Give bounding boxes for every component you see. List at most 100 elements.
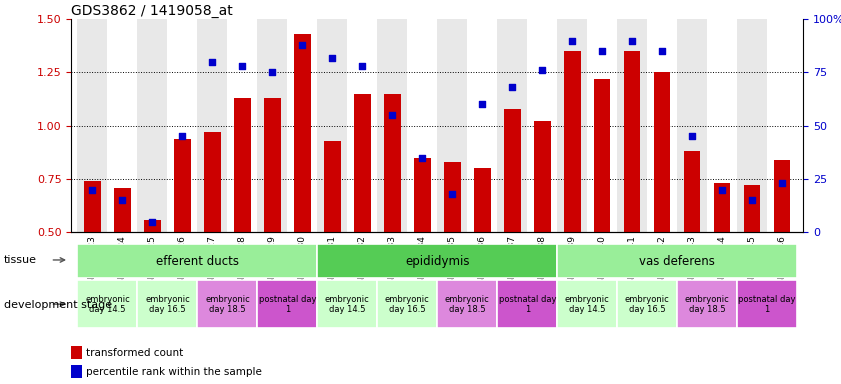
Point <box>716 187 729 193</box>
Bar <box>468 19 497 232</box>
Point <box>325 55 339 61</box>
Point <box>536 67 549 73</box>
Bar <box>707 19 738 232</box>
Bar <box>71 346 82 359</box>
Point <box>505 84 519 91</box>
Bar <box>384 94 400 232</box>
Bar <box>198 280 257 328</box>
Bar <box>738 280 797 328</box>
Text: transformed count: transformed count <box>86 348 183 358</box>
Bar <box>594 79 611 232</box>
Bar <box>558 19 587 232</box>
Point <box>595 48 609 54</box>
Bar <box>648 19 677 232</box>
Point <box>565 38 579 44</box>
Bar <box>174 139 191 232</box>
Text: postnatal day
1: postnatal day 1 <box>738 295 796 314</box>
Point <box>446 191 459 197</box>
Bar <box>767 19 797 232</box>
Bar <box>714 183 731 232</box>
Text: embryonic
day 14.5: embryonic day 14.5 <box>325 295 370 314</box>
Point <box>386 112 399 118</box>
Bar <box>378 19 407 232</box>
Text: embryonic
day 16.5: embryonic day 16.5 <box>145 295 190 314</box>
Point <box>655 48 669 54</box>
Text: efferent ducts: efferent ducts <box>156 255 239 268</box>
Text: vas deferens: vas deferens <box>639 255 715 268</box>
Point <box>266 70 279 76</box>
Bar <box>77 19 108 232</box>
Bar <box>407 19 437 232</box>
Bar <box>294 34 310 232</box>
Bar <box>257 19 288 232</box>
Bar <box>624 51 641 232</box>
Text: embryonic
day 18.5: embryonic day 18.5 <box>205 295 250 314</box>
Bar <box>84 181 101 232</box>
Bar <box>317 280 378 328</box>
Text: embryonic
day 18.5: embryonic day 18.5 <box>445 295 489 314</box>
Bar <box>204 132 220 232</box>
Bar <box>144 220 161 232</box>
Point <box>235 63 249 69</box>
Point <box>415 155 429 161</box>
Bar <box>677 280 738 328</box>
Text: embryonic
day 16.5: embryonic day 16.5 <box>385 295 430 314</box>
Bar <box>738 19 767 232</box>
Point <box>296 42 309 48</box>
Bar <box>324 141 341 232</box>
Bar <box>504 109 521 232</box>
Bar <box>137 19 167 232</box>
Point <box>116 197 130 204</box>
Bar <box>227 19 257 232</box>
Point <box>86 187 99 193</box>
Bar <box>347 19 378 232</box>
Point <box>745 197 759 204</box>
Bar <box>77 244 317 278</box>
Bar <box>108 19 137 232</box>
Bar <box>257 280 317 328</box>
Point <box>626 38 639 44</box>
Bar <box>317 244 558 278</box>
Bar <box>198 19 227 232</box>
Bar <box>288 19 317 232</box>
Text: embryonic
day 18.5: embryonic day 18.5 <box>685 295 730 314</box>
Point <box>176 133 189 139</box>
Bar <box>444 162 461 232</box>
Point <box>145 218 159 225</box>
Bar <box>564 51 580 232</box>
Text: percentile rank within the sample: percentile rank within the sample <box>86 367 262 377</box>
Bar <box>354 94 371 232</box>
Bar <box>474 169 490 232</box>
Point <box>356 63 369 69</box>
Bar <box>437 19 468 232</box>
Bar <box>587 19 617 232</box>
Bar <box>558 280 617 328</box>
Text: postnatal day
1: postnatal day 1 <box>499 295 556 314</box>
Point <box>685 133 699 139</box>
Bar <box>264 98 281 232</box>
Text: postnatal day
1: postnatal day 1 <box>259 295 316 314</box>
Bar <box>77 280 137 328</box>
Text: embryonic
day 16.5: embryonic day 16.5 <box>625 295 669 314</box>
Bar <box>654 73 670 232</box>
Bar <box>677 19 707 232</box>
Point <box>206 59 220 65</box>
Text: embryonic
day 14.5: embryonic day 14.5 <box>565 295 610 314</box>
Bar <box>534 121 551 232</box>
Text: development stage: development stage <box>4 300 113 310</box>
Point <box>475 101 489 108</box>
Bar <box>617 19 648 232</box>
Text: GDS3862 / 1419058_at: GDS3862 / 1419058_at <box>71 4 233 18</box>
Bar <box>497 280 558 328</box>
Bar <box>137 280 198 328</box>
Bar <box>317 19 347 232</box>
Bar <box>527 19 558 232</box>
Bar <box>437 280 497 328</box>
Bar <box>684 151 701 232</box>
Bar <box>414 158 431 232</box>
Bar <box>617 280 677 328</box>
Bar <box>744 185 760 232</box>
Bar <box>114 187 130 232</box>
Point <box>775 180 789 186</box>
Bar <box>167 19 198 232</box>
